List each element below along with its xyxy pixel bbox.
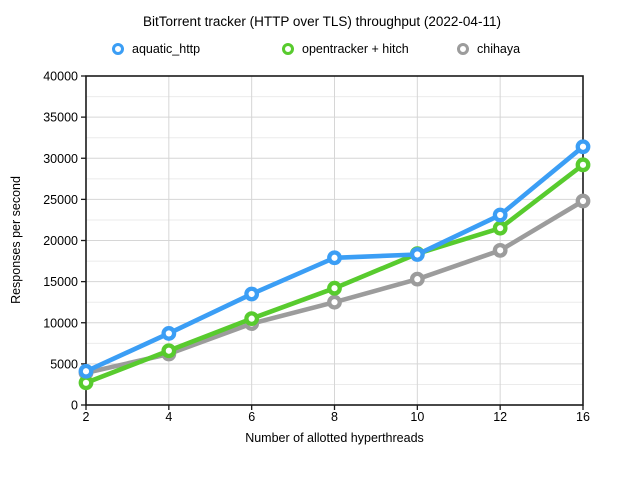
- marker-hole-opentracker-hitch: [165, 347, 172, 354]
- marker-hole-opentracker-hitch: [331, 285, 338, 292]
- legend-marker-aquatic-http-icon: [112, 43, 124, 55]
- marker-hole-chihaya: [579, 197, 587, 205]
- y-tick-label: 35000: [43, 111, 78, 125]
- legend-label-chihaya: chihaya: [477, 42, 521, 56]
- x-tick-label: 2: [83, 410, 90, 424]
- marker-hole-chihaya: [497, 247, 504, 254]
- y-tick-label: 20000: [43, 234, 78, 248]
- x-tick-label: 6: [248, 410, 255, 424]
- y-tick-label: 30000: [43, 152, 78, 166]
- x-tick-label: 10: [410, 410, 424, 424]
- legend-marker-opentracker-hitch-icon: [282, 43, 294, 55]
- x-tick-label: 4: [165, 410, 172, 424]
- legend-marker-chihaya-icon: [457, 43, 469, 55]
- marker-hole-chihaya: [331, 299, 338, 306]
- chart-legend: aquatic_http opentracker + hitch chihaya: [0, 40, 624, 58]
- x-tick-label: 16: [576, 410, 590, 424]
- chart-title: BitTorrent tracker (HTTP over TLS) throu…: [143, 14, 501, 29]
- marker-hole-chihaya: [414, 276, 421, 283]
- y-tick-label: 15000: [43, 275, 78, 289]
- legend-label-aquatic-http: aquatic_http: [132, 42, 201, 56]
- legend-item-opentracker-hitch: opentracker + hitch: [282, 40, 409, 58]
- chart-header: BitTorrent tracker (HTTP over TLS) throu…: [20, 0, 624, 30]
- legend-item-chihaya: chihaya: [457, 40, 520, 58]
- legend-item-aquatic-http: aquatic_http: [112, 40, 200, 58]
- x-axis-title: Number of allotted hyperthreads: [245, 431, 424, 445]
- marker-hole-aquatic-http: [414, 251, 421, 258]
- y-tick-label: 40000: [43, 70, 78, 84]
- marker-hole-opentracker-hitch: [248, 315, 255, 322]
- marker-hole-aquatic-http: [82, 368, 90, 375]
- marker-hole-aquatic-http: [579, 143, 587, 150]
- marker-hole-aquatic-http: [331, 254, 338, 261]
- marker-hole-aquatic-http: [248, 290, 255, 298]
- y-tick-label: 5000: [50, 357, 78, 371]
- y-tick-label: 10000: [43, 316, 78, 330]
- x-tick-label: 12: [493, 410, 507, 424]
- marker-hole-opentracker-hitch: [579, 161, 587, 168]
- legend-label-opentracker-hitch: opentracker + hitch: [302, 42, 409, 56]
- marker-hole-opentracker-hitch: [82, 379, 90, 386]
- marker-hole-aquatic-http: [165, 330, 172, 337]
- y-tick-label: 25000: [43, 193, 78, 207]
- marker-hole-aquatic-http: [497, 211, 504, 219]
- x-tick-label: 8: [331, 410, 338, 424]
- y-tick-label: 0: [71, 399, 78, 413]
- marker-hole-opentracker-hitch: [497, 225, 504, 232]
- y-axis-title: Responses per second: [9, 176, 23, 304]
